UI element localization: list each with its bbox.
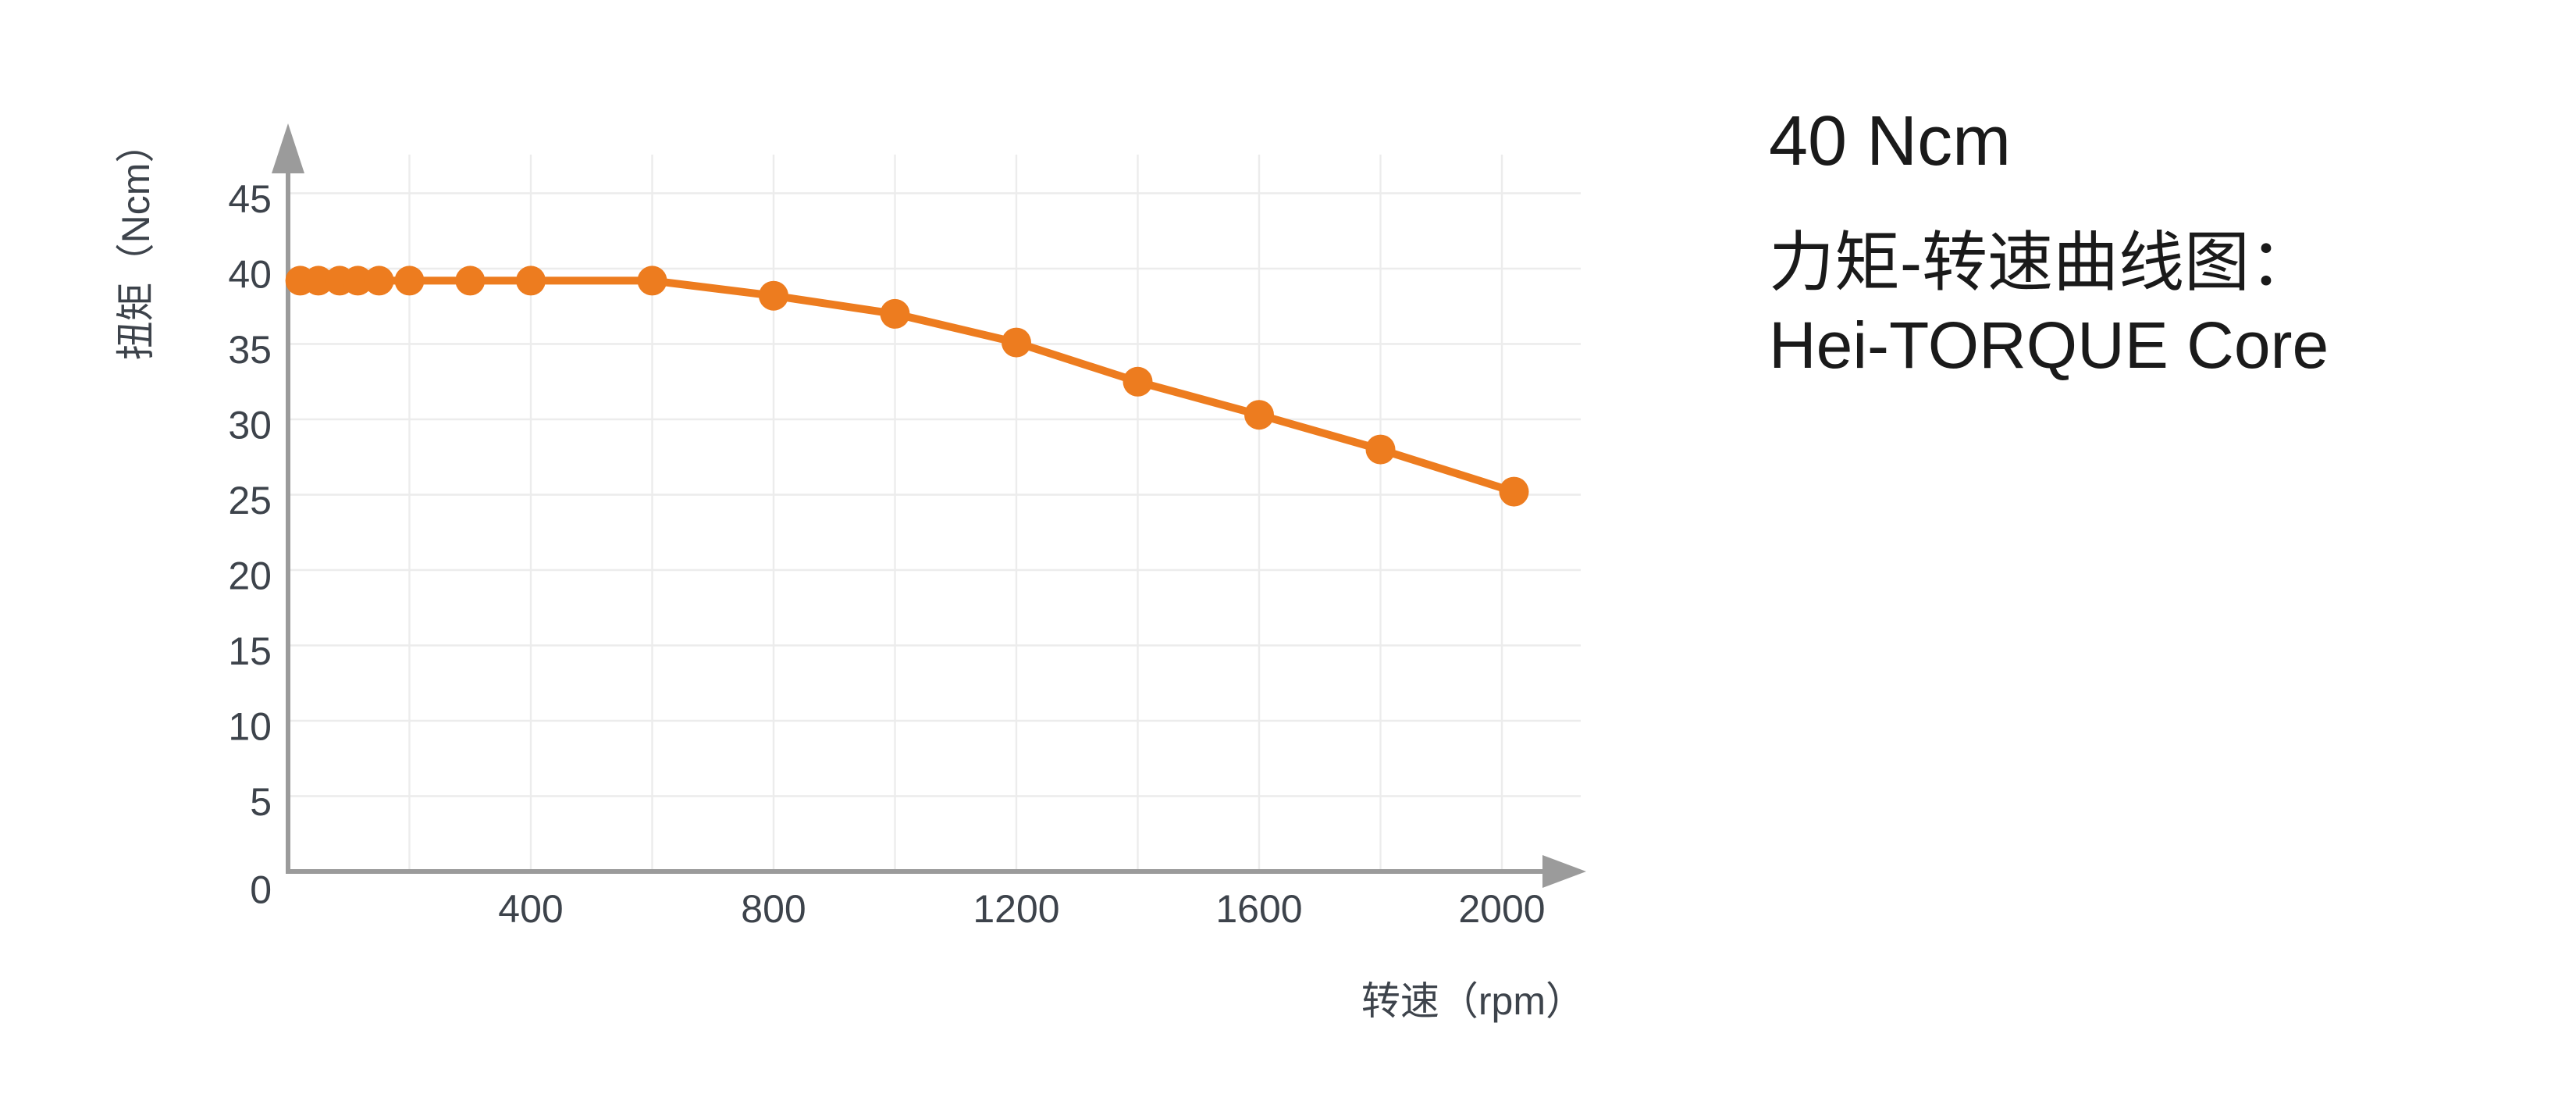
data-point-marker: [455, 266, 486, 296]
spec-panel: 40 Ncm 力矩-转速曲线图： Hei-TORQUE Core: [1769, 106, 2329, 387]
x-axis-arrow-icon: [1542, 855, 1586, 888]
data-point-marker: [637, 266, 667, 296]
data-point-marker: [880, 298, 910, 329]
y-tick-label: 15: [228, 629, 272, 673]
y-axis-arrow-icon: [272, 123, 304, 173]
y-tick-label: 35: [228, 328, 272, 372]
data-point-marker: [364, 266, 394, 296]
data-point-marker: [1244, 400, 1274, 430]
data-point-marker: [1123, 366, 1153, 397]
x-tick-label: 1200: [973, 887, 1059, 931]
chart-caption-line2: Hei-TORQUE Core: [1769, 308, 2329, 382]
data-point-marker: [1365, 434, 1396, 465]
x-tick-label: 800: [741, 887, 806, 931]
y-tick-label: 25: [228, 479, 272, 522]
data-point-marker: [1499, 476, 1529, 507]
y-tick-label: 10: [228, 705, 272, 749]
chart-svg: 0 5 10 15 20 25 30 35 40 45 400 800 1200 1600 2000: [228, 123, 1586, 931]
y-tick-label: 30: [228, 404, 272, 447]
y-tick-label: 0: [250, 868, 272, 912]
x-tick-label: 400: [498, 887, 563, 931]
data-point-marker: [1002, 327, 1031, 358]
x-axis-title: 转速（rpm）: [1361, 979, 1585, 1023]
y-tick-label: 5: [250, 780, 272, 824]
data-point-marker: [394, 266, 425, 296]
y-tick-label: 45: [228, 177, 272, 221]
data-point-marker: [516, 266, 546, 296]
data-point-marker: [759, 280, 788, 311]
data-point-marker: [303, 266, 333, 296]
chart-caption: 力矩-转速曲线图： Hei-TORQUE Core: [1769, 222, 2329, 387]
torque-speed-chart: 0 5 10 15 20 25 30 35 40 45 400 800 1200 1600 2000 扭矩（…: [114, 123, 1586, 1023]
y-axis-title: 扭矩（Ncm）: [114, 123, 158, 361]
torque-spec-heading: 40 Ncm: [1769, 102, 2012, 180]
x-tick-label: 1600: [1215, 887, 1302, 931]
x-tick-label: 2000: [1458, 887, 1545, 931]
y-tick-label: 40: [228, 253, 272, 297]
y-tick-label: 20: [228, 554, 272, 598]
data-point-marker: [343, 266, 373, 296]
chart-caption-line1: 力矩-转速曲线图：: [1769, 226, 2315, 299]
